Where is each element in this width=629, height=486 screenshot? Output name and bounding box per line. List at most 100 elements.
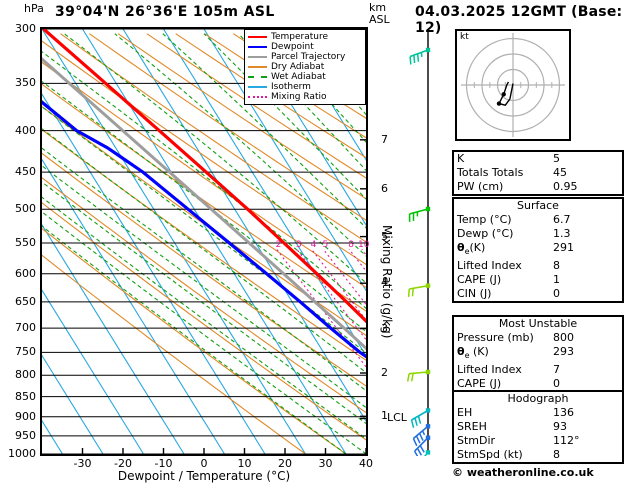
dry-adiabat-line — [42, 254, 306, 454]
temp-tick-20: 20 — [278, 457, 292, 470]
temp-tick--10: -10 — [154, 457, 173, 470]
legend-swatch-icon — [248, 86, 267, 88]
altitude-tick-1km: 1 — [381, 409, 388, 423]
hodograph-unit-label: kt — [460, 32, 469, 42]
data-row-label: Lifted Index — [457, 259, 522, 273]
isotherm-line — [163, 29, 366, 357]
pressure-tick-850: 850 — [15, 389, 36, 403]
data-row: Lifted Index 8 — [454, 259, 622, 273]
dry-adiabat-line — [42, 177, 366, 414]
legend-label: Dewpoint — [271, 41, 314, 52]
hodograph-stats-panel: Hodograph EH 136 SREH 93 StmDir 112° StmSpd (kt… — [452, 390, 624, 464]
data-row: EH 136 — [454, 406, 622, 420]
wet-adiabat-line — [42, 80, 366, 333]
mixing-ratio-axis-title: Mixing Ratio (g/kg) — [380, 225, 394, 339]
data-row-value: 6.7 — [553, 213, 571, 226]
altitude-tick-6km: 6 — [381, 181, 388, 195]
pressure-tick-500: 500 — [15, 202, 36, 216]
temp-tick--30: -30 — [73, 457, 92, 470]
legend-item-dry-adiabat: Dry Adiabat — [248, 62, 362, 72]
data-row-label: Totals Totals — [457, 166, 524, 179]
data-row-label: PW (cm) — [457, 180, 504, 193]
wet-adiabat-line — [42, 211, 366, 454]
data-row-value: 93 — [553, 420, 567, 433]
legend-swatch-icon — [248, 66, 267, 68]
panel-title: Surface — [517, 199, 559, 212]
data-row-value: 136 — [553, 406, 574, 419]
surface-indices-panel: Surface Temp (°C) 6.7 Dewp (°C) 1.3 θe(K) 291 L… — [452, 197, 624, 304]
wet-adiabat-line — [203, 33, 366, 200]
data-row-value: 5 — [553, 152, 560, 165]
data-row: Lifted Index 7 — [454, 363, 622, 377]
wind-barb — [409, 47, 431, 65]
data-row-value: 0.95 — [553, 180, 578, 193]
lcl-marker-label: LCL — [387, 411, 407, 425]
data-row: CAPE (J) 0 — [454, 377, 622, 391]
altitude-tick-3km: 3 — [381, 321, 388, 335]
station-coordinates-title: 39°04'N 26°36'E 105m ASL — [55, 4, 275, 20]
legend-item-isotherm: Isotherm — [248, 82, 362, 92]
altitude-tick-5km: 5 — [381, 229, 388, 243]
wet-adiabat-line — [63, 33, 366, 284]
dry-adiabat-line — [146, 33, 366, 179]
copyright-notice: © weatheronline.co.uk — [452, 466, 594, 479]
data-row-label: CAPE (J) — [457, 273, 502, 287]
dry-adiabat-line — [42, 61, 366, 289]
data-row-label: K — [457, 152, 465, 165]
data-row-value: 1 — [553, 273, 560, 287]
temp-tick-30: 30 — [318, 457, 333, 470]
pressure-tick-800: 800 — [15, 368, 36, 382]
skewt-svg — [42, 29, 366, 454]
mixing-ratio-value-8: 8 — [348, 239, 354, 250]
data-row-label: StmDir — [457, 434, 496, 447]
legend-item-wet-adiabat: Wet Adiabat — [248, 72, 362, 82]
panel-title: Hodograph — [507, 392, 569, 405]
data-row-label: CAPE (J) — [457, 377, 502, 391]
pressure-axis-unit-label: hPa — [24, 2, 44, 15]
dry-adiabat-line — [117, 33, 366, 200]
data-row: θe(K) 291 — [454, 241, 622, 259]
legend-swatch-icon — [248, 96, 267, 98]
data-row-value: 293 — [553, 345, 574, 358]
legend-item-mixing-ratio: Mixing Ratio — [248, 92, 362, 102]
mixing-ratio-value-5: 5 — [322, 239, 329, 250]
isotherm-line — [122, 29, 366, 422]
parcel-trajectory-profile — [42, 57, 366, 351]
data-row-label: Pressure (mb) — [457, 331, 534, 344]
model-run-title: 04.03.2025 12GMT (Base: 12) — [415, 4, 623, 36]
dry-adiabat-line — [42, 40, 366, 265]
data-row-label: SREH — [457, 420, 487, 433]
pressure-tick-700: 700 — [15, 321, 36, 335]
data-row-label: CIN (J) — [457, 287, 492, 301]
data-row: CAPE (J) 1 — [454, 273, 622, 287]
data-row: SREH 93 — [454, 420, 622, 434]
pressure-tick-900: 900 — [15, 409, 36, 423]
altitude-unit-label-km: km — [369, 1, 387, 14]
data-row-label: θe(K) — [457, 241, 486, 257]
data-row: StmDir 112° — [454, 434, 622, 448]
data-row-label: StmSpd (kt) — [457, 448, 523, 461]
hodograph-point — [496, 101, 502, 106]
wind-barb — [408, 206, 431, 222]
legend-item-temperature: Temperature — [248, 32, 362, 42]
dry-adiabat-line — [88, 33, 366, 221]
isotherm-line — [42, 354, 104, 454]
temp-tick--20: -20 — [114, 457, 132, 470]
wind-barb — [410, 408, 431, 428]
data-row-value: 291 — [553, 241, 574, 254]
mixing-ratio-value-3: 3 — [295, 239, 302, 250]
data-row-value: 7 — [553, 363, 560, 377]
legend-label: Isotherm — [271, 81, 311, 92]
pressure-tick-600: 600 — [15, 266, 36, 280]
chart-legend: Temperature Dewpoint Parcel Trajectory Dry … — [244, 29, 366, 105]
data-row-label: Dewp (°C) — [457, 227, 514, 240]
x-axis-title: Dewpoint / Temperature (°C) — [117, 469, 291, 483]
isotherm-line — [42, 223, 185, 454]
data-row: CIN (J) 0 — [454, 287, 622, 301]
temp-tick-10: 10 — [237, 457, 252, 470]
hodograph-plot: kt — [455, 29, 571, 141]
legend-label: Mixing Ratio — [271, 91, 327, 102]
dry-adiabat-line — [42, 228, 347, 454]
data-row-value: 1.3 — [553, 227, 571, 240]
